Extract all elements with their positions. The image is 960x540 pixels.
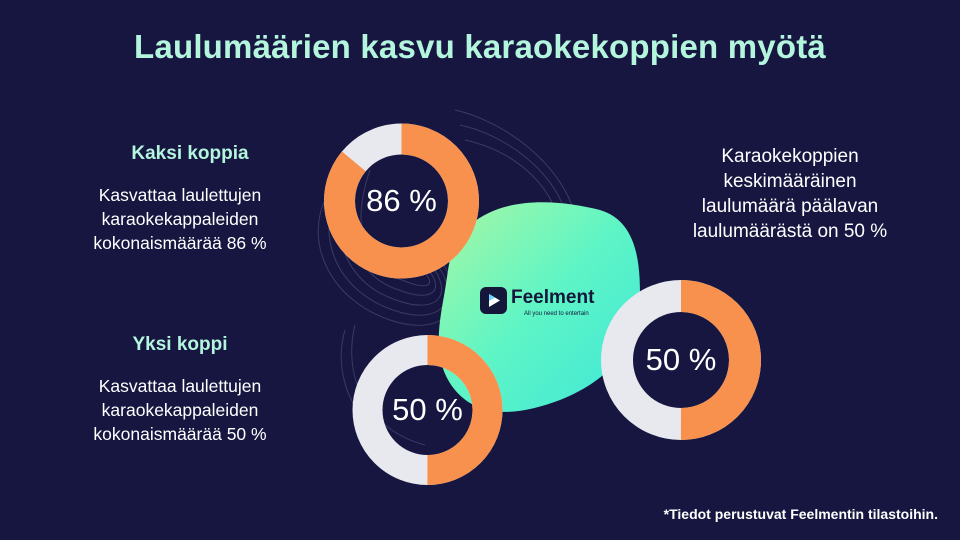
- donut-two-booths-value-arc: [324, 123, 479, 279]
- gradient-blob: [438, 202, 640, 412]
- one-booth-heading: Yksi koppi: [132, 334, 228, 355]
- footnote: *Tiedot perustuvat Feelmentin tilastoihi…: [663, 506, 938, 522]
- donut-one-booth-value-arc: [352, 335, 503, 485]
- page-title: Laulumäärien kasvu karaokekoppien myötä: [134, 28, 826, 65]
- one-booth-line-2: karaokekappaleiden: [101, 400, 259, 420]
- two-booths-heading: Kaksi koppia: [131, 143, 249, 164]
- logo-name: Feelment: [511, 287, 595, 308]
- average-line-4: laulumäärästä on 50 %: [692, 221, 888, 242]
- logo-tagline: All you need to entertain: [524, 311, 589, 317]
- donut-one-booth-label: 50 %: [392, 392, 463, 427]
- donut-two-booths: 86 %: [324, 116, 479, 286]
- two-booths-line-3: kokonaismäärää 86 %: [93, 233, 267, 253]
- donut-one-booth: 50 %: [351, 335, 504, 485]
- donut-two-booths-label: 86 %: [366, 183, 437, 218]
- one-booth-line-1: Kasvattaa laulettujen: [98, 376, 262, 396]
- average-line-3: laulumäärä päälavan: [701, 196, 879, 217]
- feelment-logo: Feelment All you need to entertain: [480, 285, 600, 325]
- two-booths-line-1: Kasvattaa laulettujen: [98, 185, 262, 205]
- two-booths-line-2: karaokekappaleiden: [101, 209, 259, 229]
- average-line-2: keskimääräinen: [723, 171, 857, 192]
- donut-one-booth-svg: [352, 335, 503, 485]
- donut-average-value-arc: [601, 280, 761, 440]
- donut-average-label: 50 %: [645, 342, 717, 377]
- average-song-count-text: Karaokekoppien keskimääräinen laulumäärä…: [665, 144, 915, 244]
- donut-two-booths-svg: [324, 123, 479, 279]
- donut-average: 50 %: [596, 280, 766, 440]
- play-icon: [480, 287, 507, 314]
- donut-average-svg: [601, 280, 761, 440]
- one-booth-line-3: kokonaismäärää 50 %: [93, 424, 267, 444]
- one-booth-description: Kasvattaa laulettujen karaokekappaleiden…: [55, 374, 305, 446]
- two-booths-description: Kasvattaa laulettujen karaokekappaleiden…: [55, 183, 305, 255]
- average-line-1: Karaokekoppien: [721, 146, 859, 167]
